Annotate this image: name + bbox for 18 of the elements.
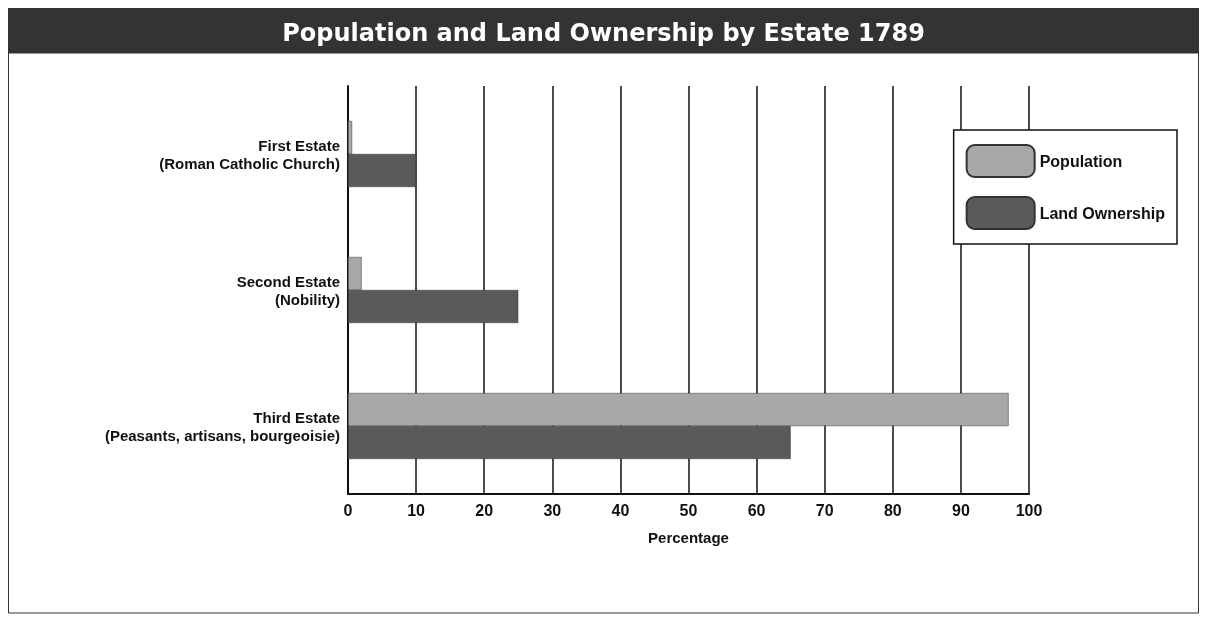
y-tick-label: Third Estate (Peasants, artisans, bourgeoisie)	[104, 408, 340, 444]
chart-title: Population and Land Ownership by Estate 1789	[282, 19, 925, 47]
x-tick-label: 50	[679, 501, 698, 519]
legend-label: Population	[1039, 152, 1123, 170]
x-tick-label: 30	[543, 501, 562, 519]
x-axis-title: Percentage	[648, 529, 729, 546]
x-tick-label: 100	[1015, 501, 1043, 519]
x-tick-label: 10	[407, 501, 426, 519]
x-tick-label: 90	[952, 501, 970, 519]
x-tick-label: 60	[747, 501, 766, 519]
y-tick-label: First Estate (Roman Catholic Church)	[159, 136, 340, 172]
x-tick-label: 70	[815, 501, 834, 519]
x-tick-label: 0	[343, 501, 353, 519]
x-tick-label: 20	[475, 501, 494, 519]
y-tick-label: Second Estate (Nobility)	[236, 272, 340, 308]
x-tick-label: 80	[883, 501, 902, 519]
x-tick-label: 40	[611, 501, 630, 519]
legend-label: Land Ownership	[1039, 204, 1166, 222]
